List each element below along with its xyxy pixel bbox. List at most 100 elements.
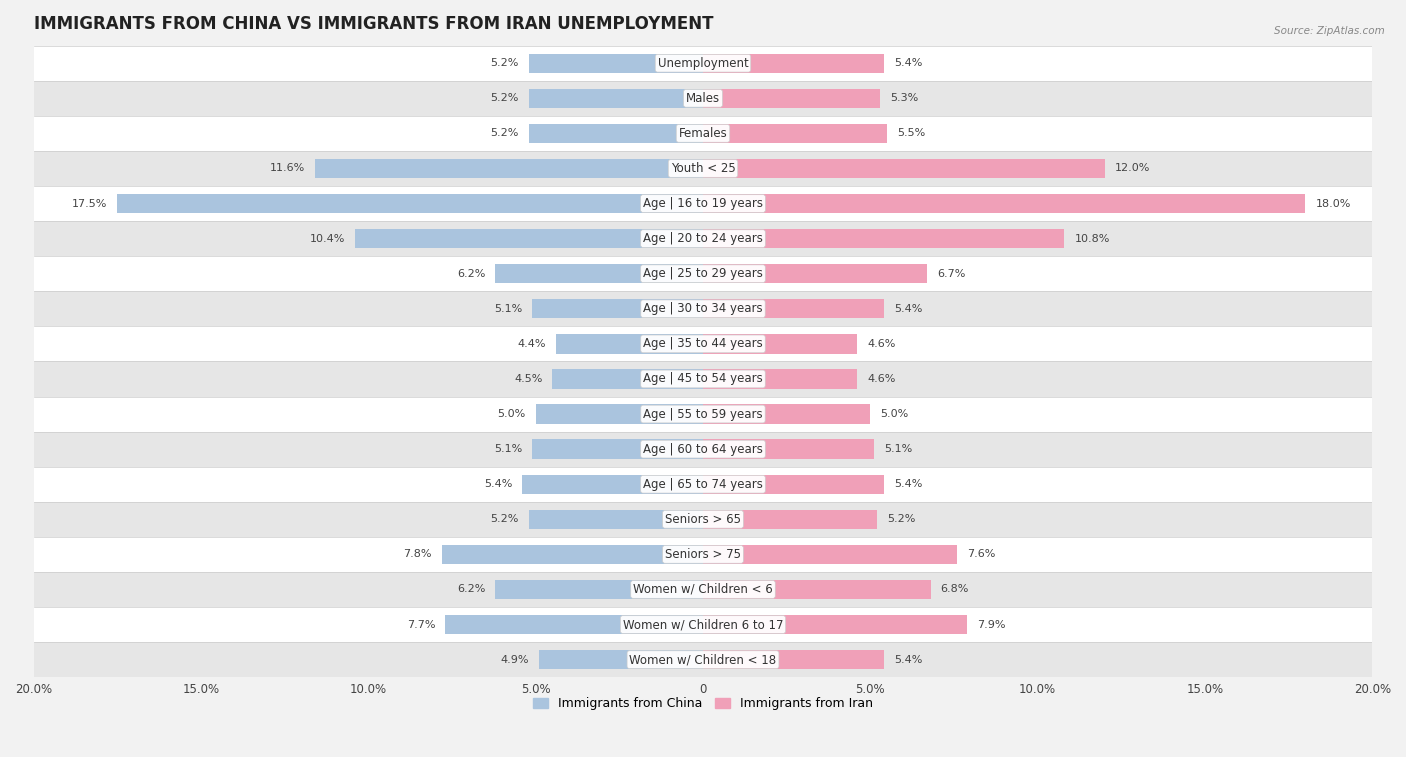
Text: 5.2%: 5.2% bbox=[491, 514, 519, 525]
Text: 6.2%: 6.2% bbox=[457, 269, 485, 279]
Text: 7.8%: 7.8% bbox=[404, 550, 432, 559]
Bar bbox=[522, 475, 703, 494]
Text: 5.2%: 5.2% bbox=[491, 129, 519, 139]
Text: 7.7%: 7.7% bbox=[406, 619, 436, 630]
Text: Age | 45 to 54 years: Age | 45 to 54 years bbox=[643, 372, 763, 385]
Bar bbox=[441, 545, 703, 564]
Text: Age | 30 to 34 years: Age | 30 to 34 years bbox=[643, 302, 763, 316]
Text: Age | 60 to 64 years: Age | 60 to 64 years bbox=[643, 443, 763, 456]
Bar bbox=[34, 466, 1372, 502]
Text: IMMIGRANTS FROM CHINA VS IMMIGRANTS FROM IRAN UNEMPLOYMENT: IMMIGRANTS FROM CHINA VS IMMIGRANTS FROM… bbox=[34, 15, 713, 33]
Bar bbox=[703, 615, 967, 634]
Text: Women w/ Children < 18: Women w/ Children < 18 bbox=[630, 653, 776, 666]
Text: Females: Females bbox=[679, 127, 727, 140]
Bar bbox=[703, 580, 931, 599]
Text: Youth < 25: Youth < 25 bbox=[671, 162, 735, 175]
Bar bbox=[533, 440, 703, 459]
Text: 4.4%: 4.4% bbox=[517, 339, 546, 349]
Text: 12.0%: 12.0% bbox=[1115, 164, 1150, 173]
Bar bbox=[34, 151, 1372, 186]
Bar bbox=[703, 123, 887, 143]
Text: 11.6%: 11.6% bbox=[270, 164, 305, 173]
Text: Women w/ Children < 6: Women w/ Children < 6 bbox=[633, 583, 773, 596]
Text: 5.4%: 5.4% bbox=[894, 655, 922, 665]
Bar bbox=[495, 580, 703, 599]
Text: Unemployment: Unemployment bbox=[658, 57, 748, 70]
Text: 17.5%: 17.5% bbox=[72, 198, 107, 208]
Bar bbox=[34, 537, 1372, 572]
Text: 6.7%: 6.7% bbox=[938, 269, 966, 279]
Text: Seniors > 75: Seniors > 75 bbox=[665, 548, 741, 561]
Bar bbox=[536, 404, 703, 424]
Bar bbox=[34, 45, 1372, 81]
Bar bbox=[446, 615, 703, 634]
Text: 5.4%: 5.4% bbox=[894, 58, 922, 68]
Bar bbox=[34, 431, 1372, 466]
Bar bbox=[703, 264, 928, 283]
Bar bbox=[703, 335, 858, 354]
Bar bbox=[703, 299, 884, 319]
Bar bbox=[34, 256, 1372, 291]
Bar bbox=[703, 440, 873, 459]
Bar bbox=[495, 264, 703, 283]
Text: 4.6%: 4.6% bbox=[868, 339, 896, 349]
Text: 7.9%: 7.9% bbox=[977, 619, 1005, 630]
Bar bbox=[34, 572, 1372, 607]
Text: 5.1%: 5.1% bbox=[884, 444, 912, 454]
Text: 5.4%: 5.4% bbox=[484, 479, 512, 489]
Text: 5.4%: 5.4% bbox=[894, 304, 922, 314]
Text: 5.1%: 5.1% bbox=[494, 444, 522, 454]
Bar bbox=[703, 475, 884, 494]
Text: 5.5%: 5.5% bbox=[897, 129, 925, 139]
Text: 6.2%: 6.2% bbox=[457, 584, 485, 594]
Text: 5.3%: 5.3% bbox=[890, 93, 918, 103]
Bar bbox=[354, 229, 703, 248]
Bar bbox=[529, 509, 703, 529]
Bar bbox=[117, 194, 703, 213]
Bar bbox=[34, 361, 1372, 397]
Bar bbox=[315, 159, 703, 178]
Text: Seniors > 65: Seniors > 65 bbox=[665, 512, 741, 526]
Bar bbox=[533, 299, 703, 319]
Text: 4.5%: 4.5% bbox=[515, 374, 543, 384]
Legend: Immigrants from China, Immigrants from Iran: Immigrants from China, Immigrants from I… bbox=[529, 692, 877, 715]
Bar bbox=[703, 159, 1105, 178]
Bar bbox=[529, 123, 703, 143]
Text: Source: ZipAtlas.com: Source: ZipAtlas.com bbox=[1274, 26, 1385, 36]
Bar bbox=[703, 194, 1306, 213]
Bar bbox=[34, 326, 1372, 361]
Text: 10.8%: 10.8% bbox=[1074, 234, 1109, 244]
Text: Males: Males bbox=[686, 92, 720, 104]
Text: 4.6%: 4.6% bbox=[868, 374, 896, 384]
Bar bbox=[703, 545, 957, 564]
Bar bbox=[34, 397, 1372, 431]
Text: Age | 25 to 29 years: Age | 25 to 29 years bbox=[643, 267, 763, 280]
Bar bbox=[34, 81, 1372, 116]
Text: 5.0%: 5.0% bbox=[880, 409, 908, 419]
Bar bbox=[538, 650, 703, 669]
Text: 18.0%: 18.0% bbox=[1316, 198, 1351, 208]
Bar bbox=[34, 116, 1372, 151]
Text: Age | 35 to 44 years: Age | 35 to 44 years bbox=[643, 338, 763, 350]
Text: Age | 16 to 19 years: Age | 16 to 19 years bbox=[643, 197, 763, 210]
Text: 10.4%: 10.4% bbox=[309, 234, 344, 244]
Bar bbox=[529, 89, 703, 108]
Bar bbox=[555, 335, 703, 354]
Bar bbox=[703, 54, 884, 73]
Bar bbox=[703, 229, 1064, 248]
Bar bbox=[529, 54, 703, 73]
Bar bbox=[34, 221, 1372, 256]
Text: 4.9%: 4.9% bbox=[501, 655, 529, 665]
Bar bbox=[703, 404, 870, 424]
Bar bbox=[703, 650, 884, 669]
Bar bbox=[34, 502, 1372, 537]
Bar bbox=[34, 607, 1372, 642]
Bar bbox=[703, 369, 858, 388]
Text: 5.0%: 5.0% bbox=[498, 409, 526, 419]
Text: 5.4%: 5.4% bbox=[894, 479, 922, 489]
Text: 6.8%: 6.8% bbox=[941, 584, 969, 594]
Bar bbox=[34, 642, 1372, 678]
Text: 7.6%: 7.6% bbox=[967, 550, 995, 559]
Text: 5.1%: 5.1% bbox=[494, 304, 522, 314]
Bar bbox=[703, 509, 877, 529]
